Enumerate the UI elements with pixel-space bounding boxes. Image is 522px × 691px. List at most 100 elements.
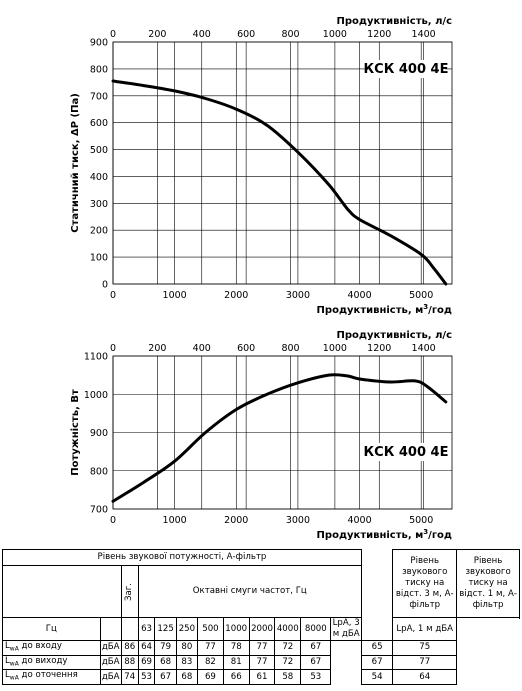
y-tick-label: 1100 xyxy=(84,352,108,363)
table-row: LwA до оточення дБА 74 53 67 68 69 66 61 58 53 54 64 xyxy=(2,669,520,686)
octave-value-cell: 53 xyxy=(300,669,332,686)
x-top-tick-label: 200 xyxy=(148,29,166,40)
y-axis-label: Статичний тиск, ΔP (Па) xyxy=(70,93,81,233)
y-tick-label: 400 xyxy=(90,172,108,183)
pressure-3m-cell: 65 xyxy=(360,640,394,656)
octave-value-cell: 81 xyxy=(222,654,250,671)
freq-8000: 8000 xyxy=(300,617,332,641)
y-tick-label: 200 xyxy=(90,226,108,237)
octave-value-cell: 79 xyxy=(154,640,177,656)
y-tick-label: 600 xyxy=(90,118,108,129)
octave-value-cell: 67 xyxy=(300,640,332,656)
freq-250: 250 xyxy=(175,617,199,641)
x-top-tick-label: 0 xyxy=(110,343,116,354)
octave-value-cell: 68 xyxy=(175,669,199,686)
x-top-axis-label: Продуктивність, л/с xyxy=(337,330,453,341)
x-top-tick-label: 400 xyxy=(193,29,211,40)
x-top-tick-label: 1000 xyxy=(323,29,347,40)
x-top-tick-label: 600 xyxy=(237,29,255,40)
sound-power-header: Рівень звукової потужності, А-фільтр xyxy=(2,549,362,566)
pressure-3m-unit: LpA, 3 м дБА xyxy=(330,617,362,641)
x-tick-label: 2000 xyxy=(224,515,248,526)
row-label-tail: до входу xyxy=(18,641,62,651)
y-axis-label: Потужність, Вт xyxy=(70,389,81,476)
sound-level-table: Рівень звукової потужності, А-фільтр Рів… xyxy=(2,549,520,686)
octave-value-cell: 69 xyxy=(197,669,224,686)
octave-value-cell: 77 xyxy=(248,654,276,671)
row-label-sub: wA xyxy=(9,660,19,668)
row-label-main: L xyxy=(5,641,10,651)
x-top-tick-label: 1000 xyxy=(323,343,347,354)
x-tick-label: 5000 xyxy=(409,515,433,526)
x-tick-label: 5000 xyxy=(409,290,433,301)
x-axis-label-text: Продуктивність, м xyxy=(317,305,424,316)
x-top-tick-label: 800 xyxy=(281,343,299,354)
octave-value-cell: 78 xyxy=(222,640,250,656)
octave-value-cell: 72 xyxy=(274,640,302,656)
freq-2000: 2000 xyxy=(248,617,276,641)
x-axis-label: Продуктивність, м3/год xyxy=(317,303,452,316)
x-top-tick-label: 0 xyxy=(110,29,116,40)
y-tick-label: 300 xyxy=(90,199,108,210)
total-cell: 74 xyxy=(120,669,139,686)
x-axis-label-tail: /год xyxy=(428,305,452,316)
x-tick-label: 4000 xyxy=(347,290,371,301)
pressure-1m-cell: 64 xyxy=(392,669,458,686)
octave-value-cell: 82 xyxy=(197,654,224,671)
row-label: LwA до оточення xyxy=(2,669,101,686)
pressure-1m-unit: LpA, 1 м дБА xyxy=(392,617,458,641)
x-tick-label: 3000 xyxy=(286,290,310,301)
freq-500: 500 xyxy=(197,617,224,641)
x-axis-label-tail: /год xyxy=(428,530,452,541)
octave-value-cell: 77 xyxy=(248,640,276,656)
y-tick-label: 900 xyxy=(90,38,108,49)
total-cell: 88 xyxy=(120,654,139,671)
unit-cell: дБА xyxy=(99,654,122,671)
model-label-bg xyxy=(367,60,445,78)
octave-header: Октавні смуги частот, Гц xyxy=(137,565,362,618)
x-tick-label: 3000 xyxy=(286,515,310,526)
row-label: LwA до виходу xyxy=(2,654,101,671)
y-tick-label: 700 xyxy=(90,505,108,516)
octave-value-cell: 64 xyxy=(137,640,156,656)
x-top-tick-label: 600 xyxy=(237,343,255,354)
x-top-tick-label: 1200 xyxy=(367,29,391,40)
x-top-axis-label: Продуктивність, л/с xyxy=(337,16,453,27)
octave-value-cell: 69 xyxy=(137,654,156,671)
octave-value-cell: 67 xyxy=(154,669,177,686)
pressure-1m-header: Рівень звукового тиску на відст. 1 м, А-… xyxy=(456,549,520,618)
octave-value-cell: 83 xyxy=(175,654,199,671)
x-axis-label-sup: 3 xyxy=(423,303,428,311)
row-label-tail: до оточення xyxy=(18,670,78,681)
y-tick-label: 1000 xyxy=(84,390,108,401)
row-label-main: L xyxy=(5,655,10,666)
x-top-tick-label: 1400 xyxy=(412,29,436,40)
freq-1000: 1000 xyxy=(222,617,250,641)
series-line xyxy=(111,79,448,286)
row-label-sub: wA xyxy=(9,675,19,683)
pressure-1m-cell: 77 xyxy=(392,654,458,671)
plot-frame xyxy=(112,355,453,510)
plot-frame xyxy=(112,41,453,285)
row-label-sub: wA xyxy=(9,645,19,653)
freq-4000: 4000 xyxy=(274,617,302,641)
octave-value-cell: 67 xyxy=(300,654,332,671)
pressure-3m-cell: 54 xyxy=(360,669,394,686)
y-tick-label: 100 xyxy=(90,253,108,264)
pressure-1m-cell: 75 xyxy=(392,640,458,656)
octave-value-cell: 68 xyxy=(154,654,177,671)
unit-cell: дБА xyxy=(99,640,122,656)
octave-value-cell: 66 xyxy=(222,669,250,686)
series-line xyxy=(111,373,448,503)
octave-value-cell: 61 xyxy=(248,669,276,686)
hz-label: Гц xyxy=(2,617,101,641)
x-top-tick-label: 400 xyxy=(193,343,211,354)
y-tick-label: 700 xyxy=(90,91,108,102)
x-top-tick-label: 1200 xyxy=(367,343,391,354)
unit-cell: дБА xyxy=(99,669,122,686)
y-tick-label: 500 xyxy=(90,145,108,156)
x-top-tick-label: 200 xyxy=(148,343,166,354)
model-label-bg xyxy=(367,443,445,461)
